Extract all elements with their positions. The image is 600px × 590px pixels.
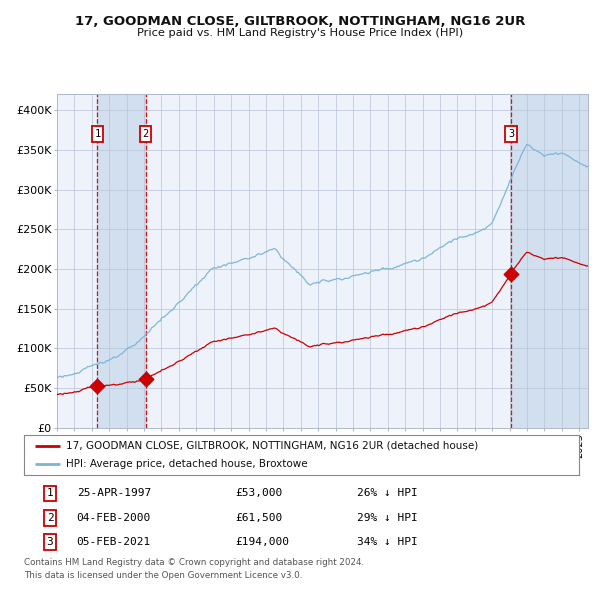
Text: 17, GOODMAN CLOSE, GILTBROOK, NOTTINGHAM, NG16 2UR: 17, GOODMAN CLOSE, GILTBROOK, NOTTINGHAM…	[75, 15, 525, 28]
Text: 2: 2	[47, 513, 53, 523]
Text: 05-FEB-2021: 05-FEB-2021	[77, 537, 151, 547]
Text: 29% ↓ HPI: 29% ↓ HPI	[357, 513, 418, 523]
Text: 17, GOODMAN CLOSE, GILTBROOK, NOTTINGHAM, NG16 2UR (detached house): 17, GOODMAN CLOSE, GILTBROOK, NOTTINGHAM…	[65, 441, 478, 451]
Text: Contains HM Land Registry data © Crown copyright and database right 2024.: Contains HM Land Registry data © Crown c…	[24, 558, 364, 566]
Text: Price paid vs. HM Land Registry's House Price Index (HPI): Price paid vs. HM Land Registry's House …	[137, 28, 463, 38]
Text: £53,000: £53,000	[235, 489, 282, 499]
Text: 25-APR-1997: 25-APR-1997	[77, 489, 151, 499]
Text: 26% ↓ HPI: 26% ↓ HPI	[357, 489, 418, 499]
Text: £61,500: £61,500	[235, 513, 282, 523]
Text: 2: 2	[142, 129, 149, 139]
Text: 3: 3	[508, 129, 514, 139]
Bar	[97, 94, 146, 428]
Point	[141, 374, 151, 384]
Text: £194,000: £194,000	[235, 537, 289, 547]
Point	[506, 269, 516, 278]
Bar	[511, 94, 588, 428]
Text: HPI: Average price, detached house, Broxtowe: HPI: Average price, detached house, Brox…	[65, 459, 307, 469]
Text: This data is licensed under the Open Government Licence v3.0.: This data is licensed under the Open Gov…	[24, 571, 302, 579]
Text: 1: 1	[47, 489, 53, 499]
Text: 1: 1	[94, 129, 101, 139]
Point	[92, 381, 102, 391]
Text: 34% ↓ HPI: 34% ↓ HPI	[357, 537, 418, 547]
Text: 3: 3	[47, 537, 53, 547]
Text: 04-FEB-2000: 04-FEB-2000	[77, 513, 151, 523]
